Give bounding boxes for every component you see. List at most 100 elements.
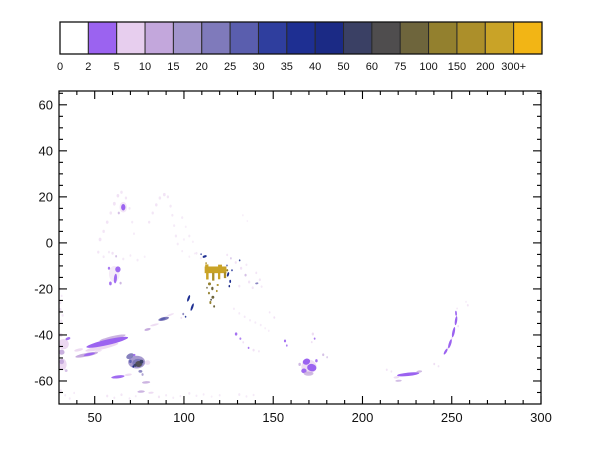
map-patch [134, 395, 137, 398]
map-patch [59, 359, 64, 365]
map-patch [59, 338, 69, 350]
map-patch [245, 395, 248, 398]
y-tick-label: -60 [34, 373, 53, 388]
map-patch [150, 323, 159, 327]
map-patch [226, 253, 229, 257]
map-patch [210, 298, 212, 301]
map-patch [120, 393, 123, 397]
map-patch [99, 334, 126, 342]
map-patch [456, 307, 458, 310]
colorbar-cell [456, 21, 486, 55]
map-patch [285, 344, 288, 347]
map-patch [195, 394, 198, 397]
map-patch [397, 372, 420, 377]
map-patch [122, 257, 125, 261]
map-patch [61, 314, 64, 317]
map-patch [132, 232, 135, 235]
map-patch [307, 363, 317, 372]
colorbar-tick-label: 50 [337, 61, 349, 73]
map-patch [450, 337, 453, 340]
map-patch [241, 214, 244, 217]
colorbar-cell [144, 21, 174, 55]
map-patch [184, 315, 187, 318]
map-patch [107, 250, 111, 254]
map-patch [232, 307, 235, 310]
colorbar-tick-label: 30 [252, 61, 264, 73]
map-patch [166, 195, 170, 199]
map-patch [205, 264, 209, 267]
map-patch [106, 394, 109, 398]
map-patch [451, 327, 456, 338]
colorbar-cell [513, 21, 543, 55]
x-tick-label: 300 [530, 410, 552, 425]
map-patch [310, 340, 313, 344]
x-tick-label: 100 [173, 410, 195, 425]
map-patch [195, 251, 198, 255]
map-patch [65, 337, 71, 341]
map-patch [111, 251, 114, 255]
map-patch [158, 196, 162, 200]
map-patch [226, 269, 229, 272]
map-data-layer [59, 190, 469, 400]
map-patch [94, 349, 102, 353]
map-patch [246, 219, 249, 223]
map-patch [238, 259, 241, 262]
map-patch [124, 196, 128, 200]
map-patch [437, 365, 440, 368]
map-patch [465, 300, 467, 303]
map-patch [83, 352, 96, 356]
map-patch [211, 286, 214, 291]
map-patch [155, 203, 158, 207]
colorbar-frame [59, 21, 543, 55]
y-tick-label: 60 [39, 97, 53, 112]
map-patch [213, 305, 216, 308]
colorbar-tick-label: 15 [167, 61, 179, 73]
map-patch [243, 315, 246, 319]
map-patch [142, 381, 151, 384]
map-patch [252, 348, 255, 352]
map-patch [60, 294, 63, 298]
colorbar-tick-label: 200 [476, 61, 494, 73]
colorbar-cell [116, 21, 146, 55]
map-patch [136, 258, 139, 262]
map-patch [200, 253, 202, 256]
colorbar-cell [428, 21, 458, 55]
map-patch [176, 242, 179, 246]
map-patch [167, 313, 174, 317]
map-patch [303, 371, 314, 376]
map-patch [169, 204, 172, 208]
map-patch [182, 238, 185, 241]
map-patch [143, 255, 146, 258]
map-patch [115, 254, 118, 258]
map-patch [454, 316, 458, 326]
map-patch [205, 262, 207, 265]
axes [58, 90, 542, 405]
map-patch [395, 379, 402, 382]
map-patch [202, 393, 205, 396]
map-patch [258, 278, 261, 282]
map-patch [443, 348, 448, 355]
map-patch [247, 280, 251, 284]
map-patch [298, 362, 301, 367]
colorbar-tick-label: 35 [281, 61, 293, 73]
map-patch [448, 339, 452, 349]
map-patch [283, 339, 287, 343]
map-patch [111, 375, 125, 379]
map-patch [119, 281, 122, 285]
map-patch [234, 261, 237, 264]
map-patch [393, 376, 400, 379]
colorbar-cell [257, 21, 288, 55]
colorbar-tick-label: 10 [139, 61, 151, 73]
map-patch [251, 286, 254, 290]
map-patch [190, 303, 194, 311]
map-patch [129, 359, 132, 364]
map-patch [113, 273, 117, 284]
map-patch [59, 308, 62, 312]
map-patch [210, 395, 213, 398]
map-patch [102, 229, 105, 234]
map-patch [249, 318, 251, 322]
map-patch [116, 193, 120, 198]
map-patch [179, 395, 182, 398]
map-patch [184, 225, 187, 229]
colorbar-cell [343, 21, 373, 55]
